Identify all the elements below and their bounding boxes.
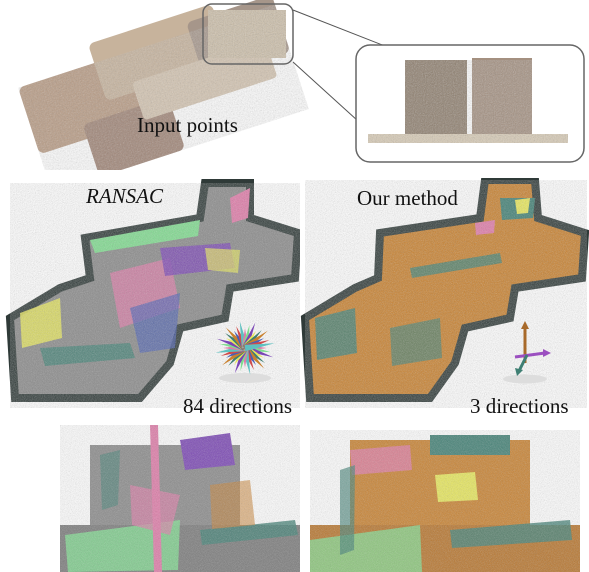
- our-directions-icon: [503, 321, 551, 384]
- ransac-directions-icon: [215, 321, 275, 383]
- input-points-scan: [18, 0, 585, 170]
- our-method-label: Our method: [357, 186, 458, 210]
- input-points-label: Input points: [137, 113, 238, 137]
- ransac-panel: RANSAC 84 directions: [0, 178, 300, 418]
- ransac-label: RANSAC: [86, 184, 163, 208]
- input-cloud: [18, 0, 309, 170]
- ransac-scan: [5, 179, 300, 408]
- ransac-directions-label: 84 directions: [183, 394, 293, 418]
- input-points-panel: Input points: [0, 0, 589, 170]
- direction-ray: [216, 338, 247, 352]
- our-method-closeup-panel: [310, 430, 580, 572]
- highlight-box: [202, 3, 294, 65]
- our-method-panel: Our method 3 directions: [300, 178, 589, 418]
- our-method-closeup: [310, 430, 580, 572]
- ransac-closeup-panel: [60, 425, 300, 572]
- direction-ray: [241, 322, 256, 350]
- our-directions-label: 3 directions: [470, 394, 569, 418]
- direction-ray: [244, 343, 275, 352]
- direction-ray: [234, 346, 249, 374]
- ransac-closeup: [60, 425, 300, 572]
- our-method-scan: [300, 178, 589, 408]
